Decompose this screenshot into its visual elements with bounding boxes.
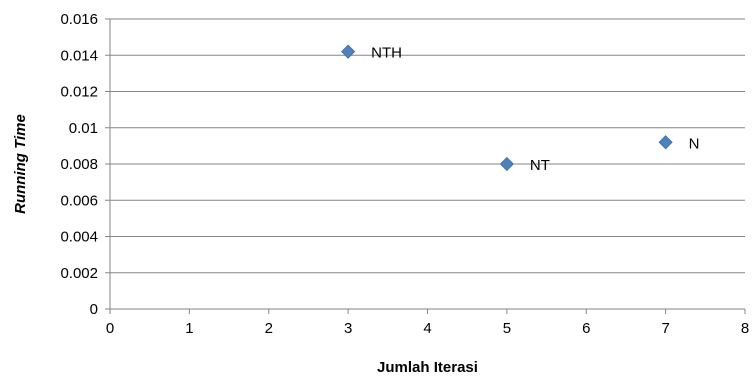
x-tick-label: 8 bbox=[741, 320, 749, 337]
y-tick-label: 0.016 bbox=[60, 11, 98, 28]
x-tick-label: 2 bbox=[265, 320, 273, 337]
y-tick-label: 0 bbox=[90, 301, 98, 318]
x-tick-label: 3 bbox=[344, 320, 352, 337]
y-tick-label: 0.002 bbox=[60, 265, 98, 282]
y-tick-labels: 0 0.002 0.004 0.006 0.008 0.01 0.012 0.014 0.016 bbox=[60, 11, 98, 318]
gridlines bbox=[110, 18, 745, 274]
y-axis-title: Running Time bbox=[12, 114, 29, 214]
data-label-nth: NTH bbox=[371, 45, 402, 62]
x-tick-label: 4 bbox=[423, 320, 431, 337]
x-tick-labels: 0 1 2 3 4 5 6 7 8 bbox=[106, 320, 749, 337]
y-tick-label: 0.004 bbox=[60, 229, 98, 246]
x-tick-label: 0 bbox=[106, 320, 114, 337]
axes bbox=[105, 18, 746, 314]
x-tick-label: 1 bbox=[185, 320, 193, 337]
x-axis-title: Jumlah Iterasi bbox=[377, 359, 478, 376]
y-tick-label: 0.008 bbox=[60, 156, 98, 173]
data-point-nt bbox=[499, 156, 514, 172]
data-point-n bbox=[658, 135, 673, 150]
data-point-nth bbox=[341, 44, 356, 59]
y-tick-label: 0.014 bbox=[60, 47, 98, 64]
data-points: NTH NT N bbox=[341, 44, 700, 174]
x-tick-label: 7 bbox=[661, 320, 669, 337]
x-tick-label: 5 bbox=[503, 320, 511, 337]
x-tick-label: 6 bbox=[582, 320, 590, 337]
data-label-nt: NT bbox=[530, 157, 550, 174]
y-tick-label: 0.006 bbox=[60, 192, 98, 209]
y-tick-label: 0.012 bbox=[60, 84, 98, 101]
data-label-n: N bbox=[689, 135, 700, 152]
y-tick-label: 0.01 bbox=[69, 120, 98, 137]
